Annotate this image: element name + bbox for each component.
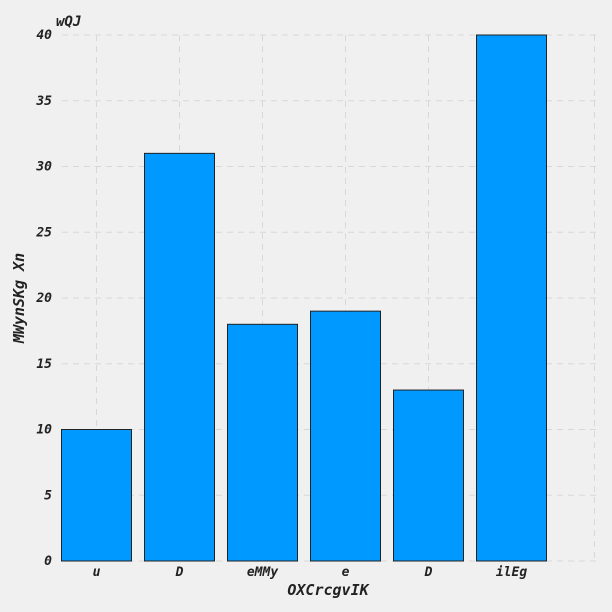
- y-tick-label: 15: [36, 357, 52, 372]
- bar-5: [476, 34, 547, 562]
- y-axis-label: MWynSKg Xn: [10, 253, 28, 344]
- y-tick-label: 0: [44, 554, 52, 569]
- y-tick-label: 25: [35, 225, 52, 240]
- x-tick-label: e: [342, 565, 350, 580]
- y-tick-label: 10: [36, 423, 52, 438]
- x-tick-label: D: [424, 565, 433, 580]
- x-tick-label: D: [175, 565, 184, 580]
- bar-2: [227, 323, 298, 562]
- x-tick-label: eMMy: [247, 565, 278, 580]
- chart-title: wQJ: [56, 14, 81, 30]
- y-tick-label: 30: [35, 160, 52, 175]
- y-tick-label: 40: [36, 28, 52, 43]
- x-axis-label: OXCrcgvIK: [287, 581, 370, 599]
- bar-4: [393, 389, 464, 562]
- x-tick-label: u: [93, 565, 101, 580]
- bar-3: [310, 310, 381, 562]
- bars: [61, 34, 547, 562]
- y-tick-labels: 0 5 10 15 20 25 30 35 40: [35, 28, 52, 569]
- x-tick-label: ilEg: [496, 565, 527, 580]
- y-tick-label: 5: [44, 488, 52, 503]
- y-tick-label: 35: [35, 94, 52, 109]
- y-tick-label: 20: [35, 291, 52, 306]
- bar-1: [144, 152, 215, 562]
- bar-0: [61, 429, 132, 562]
